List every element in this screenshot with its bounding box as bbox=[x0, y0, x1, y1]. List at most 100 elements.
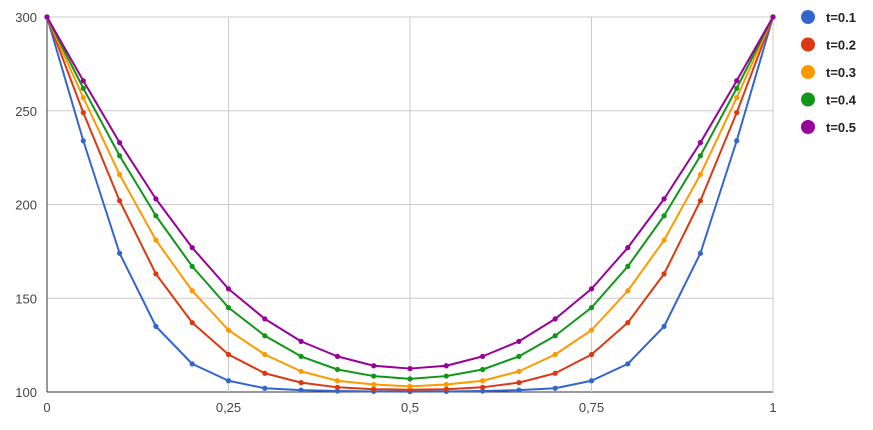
data-point[interactable] bbox=[80, 95, 86, 101]
data-point[interactable] bbox=[697, 250, 704, 256]
series-t-0-2[interactable] bbox=[44, 14, 776, 393]
data-point[interactable] bbox=[625, 288, 631, 294]
data-point[interactable] bbox=[734, 110, 740, 116]
data-point[interactable] bbox=[407, 383, 413, 389]
data-point[interactable] bbox=[153, 213, 159, 219]
data-point[interactable] bbox=[117, 198, 123, 204]
data-point[interactable] bbox=[552, 316, 558, 322]
data-point[interactable] bbox=[334, 384, 340, 390]
data-point[interactable] bbox=[117, 171, 123, 178]
data-point[interactable] bbox=[480, 366, 486, 373]
data-point[interactable] bbox=[588, 378, 595, 384]
data-point[interactable] bbox=[734, 78, 740, 84]
data-point[interactable] bbox=[407, 365, 413, 372]
data-point[interactable] bbox=[262, 316, 268, 322]
data-point[interactable] bbox=[661, 323, 667, 329]
data-point[interactable] bbox=[189, 361, 195, 367]
data-point[interactable] bbox=[262, 385, 268, 391]
data-point[interactable] bbox=[334, 378, 340, 384]
data-point[interactable] bbox=[480, 388, 486, 394]
legend-item[interactable]: t=0.2 bbox=[801, 37, 856, 53]
data-point[interactable] bbox=[734, 95, 740, 101]
data-point[interactable] bbox=[80, 85, 86, 91]
legend-item[interactable]: t=0.5 bbox=[801, 120, 856, 135]
data-point[interactable] bbox=[697, 140, 704, 146]
legend-item[interactable]: t=0.1 bbox=[801, 10, 856, 25]
data-point[interactable] bbox=[80, 110, 86, 116]
data-point[interactable] bbox=[516, 353, 522, 359]
data-point[interactable] bbox=[588, 286, 595, 292]
data-point[interactable] bbox=[117, 140, 123, 146]
data-point[interactable] bbox=[225, 327, 232, 333]
data-point[interactable] bbox=[661, 196, 667, 202]
data-point[interactable] bbox=[443, 363, 449, 369]
data-point[interactable] bbox=[407, 376, 413, 382]
data-point[interactable] bbox=[189, 320, 195, 326]
data-point[interactable] bbox=[588, 305, 595, 311]
data-point[interactable] bbox=[697, 153, 704, 159]
data-point[interactable] bbox=[153, 237, 159, 243]
data-point[interactable] bbox=[552, 333, 558, 339]
data-point[interactable] bbox=[625, 320, 631, 326]
data-point[interactable] bbox=[697, 198, 704, 204]
data-point[interactable] bbox=[189, 263, 195, 269]
data-point[interactable] bbox=[371, 363, 377, 369]
data-point[interactable] bbox=[334, 366, 340, 373]
data-point[interactable] bbox=[80, 78, 86, 84]
data-point[interactable] bbox=[661, 237, 667, 243]
data-point[interactable] bbox=[480, 353, 486, 359]
data-point[interactable] bbox=[552, 385, 558, 391]
data-point[interactable] bbox=[298, 387, 304, 393]
data-point[interactable] bbox=[661, 213, 667, 219]
data-point[interactable] bbox=[480, 384, 486, 390]
data-point[interactable] bbox=[552, 351, 558, 358]
data-point[interactable] bbox=[443, 381, 449, 388]
data-point[interactable] bbox=[516, 387, 522, 393]
data-point[interactable] bbox=[625, 361, 631, 367]
data-point[interactable] bbox=[552, 370, 558, 376]
data-point[interactable] bbox=[80, 138, 86, 144]
data-point[interactable] bbox=[661, 271, 667, 277]
data-point[interactable] bbox=[298, 380, 304, 386]
data-point[interactable] bbox=[334, 388, 340, 394]
data-point[interactable] bbox=[516, 338, 522, 344]
data-point[interactable] bbox=[697, 171, 704, 178]
data-point[interactable] bbox=[153, 323, 159, 329]
data-point[interactable] bbox=[516, 368, 522, 374]
data-point[interactable] bbox=[262, 333, 268, 339]
data-point[interactable] bbox=[262, 370, 268, 376]
data-point[interactable] bbox=[480, 378, 486, 384]
data-point[interactable] bbox=[588, 351, 595, 358]
data-point[interactable] bbox=[371, 373, 377, 379]
data-point[interactable] bbox=[298, 338, 304, 344]
data-point[interactable] bbox=[117, 250, 123, 256]
data-point[interactable] bbox=[443, 386, 449, 392]
data-point[interactable] bbox=[225, 378, 232, 384]
data-point[interactable] bbox=[225, 305, 232, 311]
data-point[interactable] bbox=[625, 245, 631, 251]
data-point[interactable] bbox=[117, 153, 123, 159]
data-point[interactable] bbox=[153, 196, 159, 202]
data-point[interactable] bbox=[734, 85, 740, 91]
data-point[interactable] bbox=[371, 386, 377, 392]
legend-item[interactable]: t=0.4 bbox=[801, 92, 857, 108]
data-point[interactable] bbox=[189, 288, 195, 294]
data-point[interactable] bbox=[734, 138, 740, 144]
data-point[interactable] bbox=[298, 368, 304, 374]
data-point[interactable] bbox=[443, 373, 449, 379]
data-point[interactable] bbox=[225, 286, 232, 292]
data-point[interactable] bbox=[262, 351, 268, 358]
data-point[interactable] bbox=[298, 353, 304, 359]
data-point[interactable] bbox=[625, 263, 631, 269]
data-point[interactable] bbox=[588, 327, 595, 333]
legend-item[interactable]: t=0.3 bbox=[801, 65, 856, 80]
data-point[interactable] bbox=[44, 14, 50, 20]
data-point[interactable] bbox=[153, 271, 159, 277]
data-point[interactable] bbox=[770, 14, 776, 20]
data-point[interactable] bbox=[189, 245, 195, 251]
series-t-0-5[interactable] bbox=[44, 14, 776, 372]
data-point[interactable] bbox=[516, 380, 522, 386]
data-point[interactable] bbox=[225, 351, 232, 358]
data-point[interactable] bbox=[371, 381, 377, 388]
data-point[interactable] bbox=[334, 353, 340, 359]
